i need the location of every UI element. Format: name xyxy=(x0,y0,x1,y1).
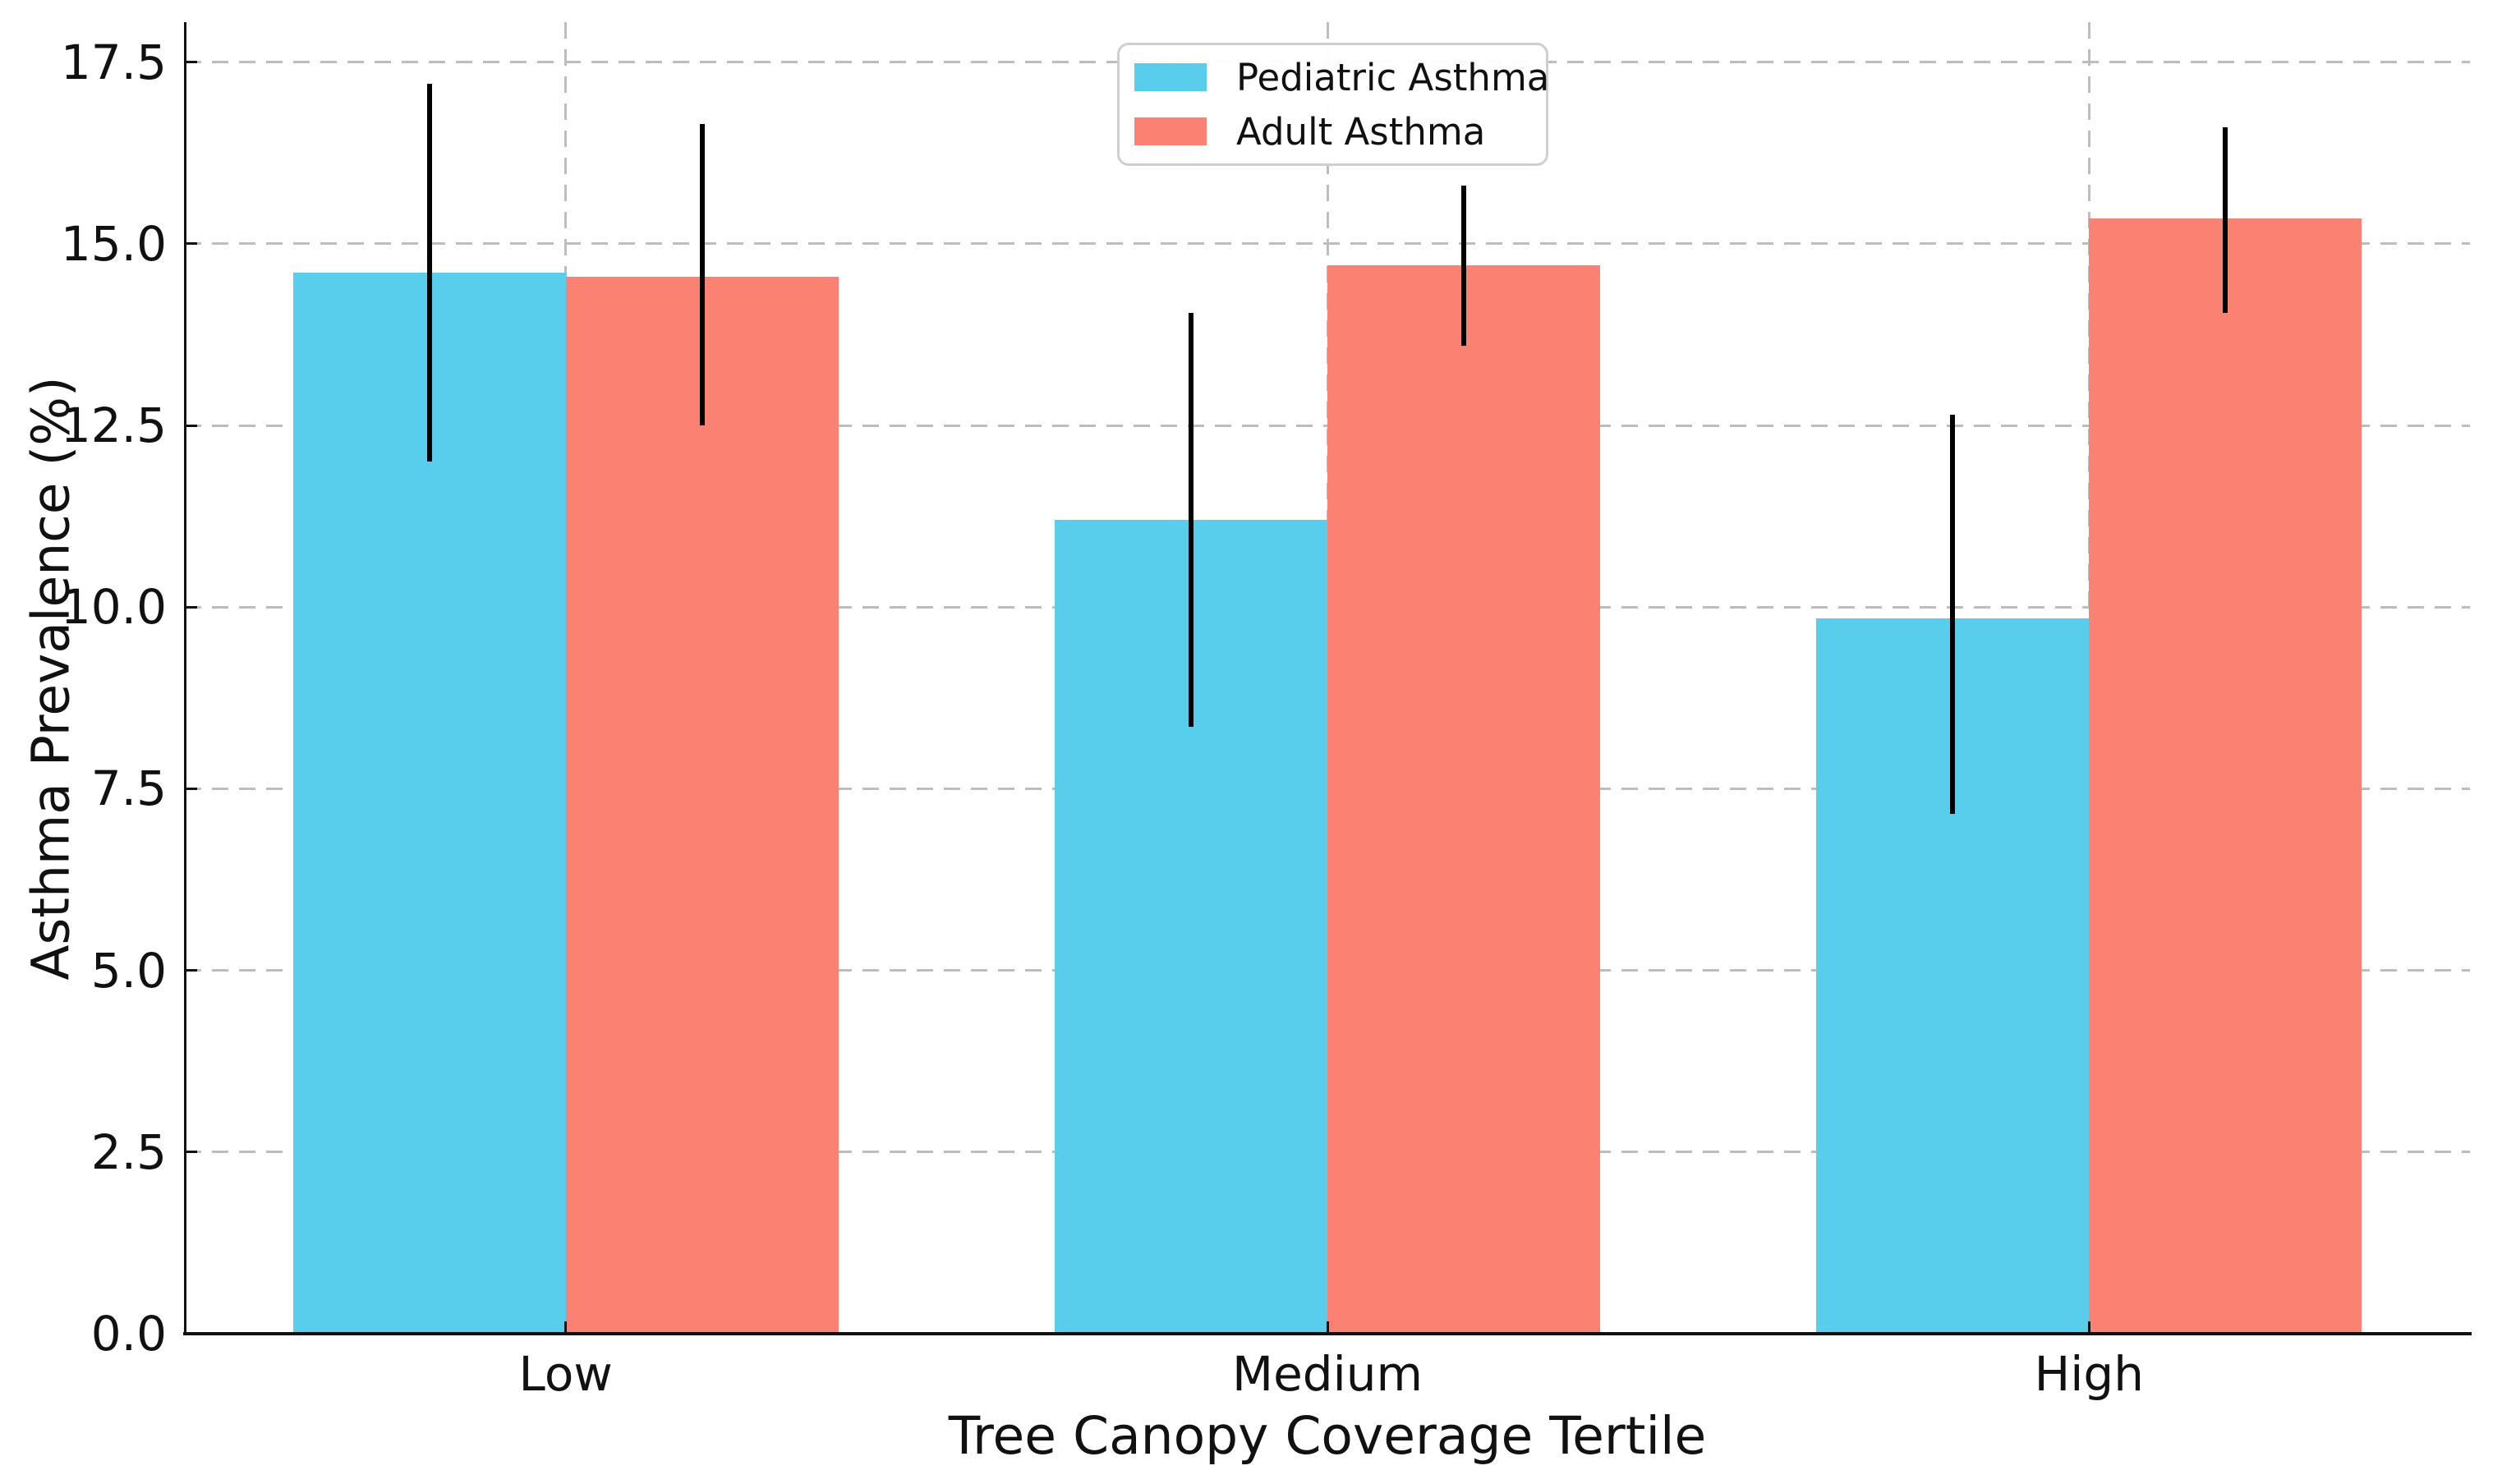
y-tick xyxy=(185,1151,197,1154)
errorbar-adult-asthma-high xyxy=(2223,127,2228,313)
y-axis-title: Asthma Prevalence (%) xyxy=(21,376,81,981)
errorbar-pediatric-asthma-medium xyxy=(1189,312,1194,728)
errorbar-pediatric-asthma-high xyxy=(1950,414,1956,815)
x-tick-label-low: Low xyxy=(518,1346,613,1402)
legend: Pediatric Asthma Adult Asthma xyxy=(1117,43,1549,166)
legend-item-pediatric: Pediatric Asthma xyxy=(1134,59,1549,96)
errorbar-adult-asthma-low xyxy=(699,123,705,426)
y-tick-label: 15.0 xyxy=(60,215,167,272)
pediatric-swatch xyxy=(1134,63,1207,91)
bar-adult-asthma-low xyxy=(565,276,839,1334)
y-tick xyxy=(185,605,197,609)
y-tick-label: 2.5 xyxy=(90,1123,167,1180)
y-tick-label: 10.0 xyxy=(60,579,167,636)
x-axis-title: Tree Canopy Coverage Tertile xyxy=(948,1406,1707,1466)
legend-label-adult: Adult Asthma xyxy=(1236,109,1486,154)
y-tick-label: 7.5 xyxy=(90,760,167,817)
y-tick xyxy=(185,787,197,790)
y-tick-label: 17.5 xyxy=(60,34,167,90)
y-tick xyxy=(185,242,197,246)
x-tick xyxy=(2087,1321,2090,1334)
bar-adult-asthma-high xyxy=(2089,218,2362,1334)
y-tick-label: 0.0 xyxy=(90,1306,167,1362)
legend-label-pediatric: Pediatric Asthma xyxy=(1236,55,1550,99)
legend-item-adult: Adult Asthma xyxy=(1134,113,1531,150)
y-tick xyxy=(185,424,197,427)
y-tick xyxy=(185,969,197,972)
errorbar-pediatric-asthma-low xyxy=(426,84,432,462)
x-tick xyxy=(1326,1321,1329,1334)
y-tick xyxy=(185,61,197,64)
y-tick-label: 12.5 xyxy=(60,397,167,454)
x-tick-label-medium: Medium xyxy=(1232,1346,1423,1402)
x-tick-label-high: High xyxy=(2034,1346,2144,1402)
adult-swatch xyxy=(1134,117,1207,145)
y-tick xyxy=(185,1332,197,1335)
y-tick-label: 5.0 xyxy=(90,942,167,999)
errorbar-adult-asthma-medium xyxy=(1461,186,1466,346)
x-axis-spine xyxy=(183,1332,2472,1335)
bar-adult-asthma-medium xyxy=(1327,265,1600,1334)
y-axis-spine xyxy=(184,22,186,1335)
x-tick xyxy=(564,1321,568,1334)
